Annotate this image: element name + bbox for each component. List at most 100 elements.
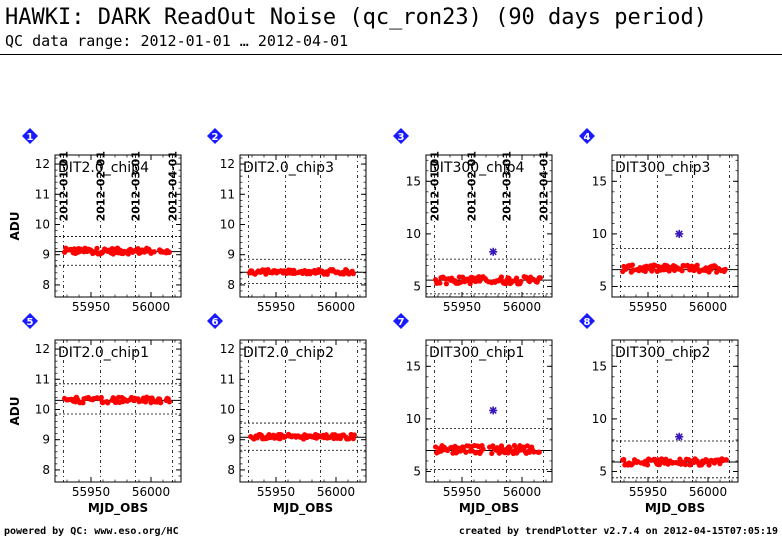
data-point — [514, 275, 520, 281]
plot-frame — [54, 339, 182, 483]
date-axis-label: 2012-02-01 — [466, 151, 479, 221]
x-tick-label: 56000 — [317, 485, 355, 499]
x-tick-label: 56000 — [503, 300, 541, 314]
plot-frame — [239, 339, 367, 483]
y-tick-label: 15 — [406, 174, 421, 188]
y-tick-label: 11 — [35, 187, 50, 201]
panel-badge-icon: 5 — [22, 313, 38, 329]
data-point — [706, 462, 712, 468]
y-tick-label: 5 — [413, 464, 421, 478]
x-tick-label: 56000 — [132, 485, 170, 499]
data-point — [324, 271, 330, 277]
data-point — [717, 461, 723, 467]
y-tick-label: 5 — [599, 464, 607, 478]
page-subtitle: QC data range: 2012-01-01 … 2012-04-01 — [5, 32, 349, 50]
x-tick-label: 55950 — [629, 300, 667, 314]
x-tick-label: 55950 — [72, 485, 110, 499]
y-tick-label: 5 — [599, 279, 607, 293]
data-point — [536, 449, 542, 455]
data-point — [498, 274, 505, 280]
y-tick-label: 11 — [220, 372, 235, 386]
panel-badge-number: 1 — [27, 132, 34, 143]
panel-badge-icon: 2 — [207, 128, 223, 144]
y-tick-label: 10 — [406, 412, 421, 426]
y-tick-label: 10 — [406, 227, 421, 241]
date-axis-label: 2012-03-01 — [500, 151, 513, 221]
panel-badge-icon: 8 — [579, 313, 595, 329]
data-point — [350, 271, 356, 277]
data-point — [94, 245, 100, 251]
panel-label: DIT2.0_chip4 — [58, 160, 149, 176]
outlier-point — [675, 432, 684, 441]
data-point — [644, 462, 651, 468]
panel-badge-number: 2 — [212, 132, 219, 143]
data-point — [463, 449, 469, 455]
panel-label: DIT300_chip4 — [429, 160, 525, 176]
x-tick-label: 56000 — [503, 485, 541, 499]
data-point — [694, 262, 700, 268]
panel-badge-number: 6 — [212, 317, 219, 328]
date-axis-label: 2012-03-01 — [129, 151, 142, 221]
x-tick-label: 56000 — [317, 300, 355, 314]
data-point — [498, 443, 505, 449]
footer-created-by: created by trendPlotter v2.7.4 on 2012-0… — [458, 526, 778, 537]
date-axis-label: 2012-04-01 — [538, 151, 551, 221]
date-axis-label: 2012-01-01 — [57, 151, 70, 221]
y-tick-label: 9 — [42, 248, 50, 262]
y-tick-label: 12 — [220, 157, 235, 171]
x-tick-label: 55950 — [257, 300, 295, 314]
panel-7: 5 10 15 55950 56000 DIT300_chip1 7 MJD_OBS — [393, 313, 553, 516]
y-tick-label: 8 — [42, 463, 50, 477]
data-point — [723, 457, 729, 463]
y-tick-label: 5 — [413, 279, 421, 293]
plot-frame — [425, 339, 553, 483]
x-tick-label: 55950 — [629, 485, 667, 499]
panel-6: 8 9 10 11 12 55950 56000 DIT2.0_chip2 6 MJD_OBS — [207, 313, 367, 516]
y-tick-label: 9 — [42, 433, 50, 447]
x-tick-label: 55950 — [443, 485, 481, 499]
plot-frame — [611, 339, 739, 483]
data-point — [531, 449, 537, 455]
y-tick-label: 10 — [35, 217, 50, 231]
panel-label: DIT300_chip2 — [615, 345, 710, 361]
panel-label: DIT2.0_chip2 — [243, 345, 334, 361]
panel-badge-icon: 6 — [207, 313, 223, 329]
data-point — [629, 262, 636, 268]
x-axis-label: MJD_OBS — [88, 501, 148, 516]
header-divider — [0, 54, 782, 55]
panel-5: 8 9 10 11 12 55950 56000 DIT2.0_chip1 5 ADU MJD_OB… — [8, 313, 182, 516]
data-point — [351, 432, 357, 438]
x-axis-label: MJD_OBS — [645, 501, 705, 516]
data-point — [621, 456, 627, 463]
panel-8: 5 10 15 55950 56000 DIT300_chip2 8 MJD_OBS — [579, 313, 739, 516]
data-point — [679, 268, 685, 274]
panel-badge-number: 3 — [398, 132, 405, 143]
data-point — [98, 394, 104, 401]
outlier-point — [675, 229, 684, 238]
x-axis-label: MJD_OBS — [459, 501, 519, 516]
panel-badge-icon: 1 — [22, 128, 38, 144]
panel-badge-icon: 7 — [393, 313, 409, 329]
date-axis-label: 2012-04-01 — [167, 151, 180, 221]
y-tick-label: 8 — [42, 278, 50, 292]
data-point — [489, 450, 495, 457]
panel-label: DIT2.0_chip3 — [243, 160, 334, 176]
plot-frame — [239, 154, 367, 298]
y-tick-label: 9 — [227, 433, 235, 447]
data-point — [443, 281, 449, 287]
panel-label: DIT300_chip1 — [429, 345, 524, 361]
data-point — [722, 266, 728, 273]
plot-frame — [425, 154, 553, 298]
data-point — [518, 278, 524, 284]
y-tick-label: 11 — [220, 187, 235, 201]
panel-label: DIT300_chip3 — [615, 160, 710, 176]
panel-badge-number: 8 — [584, 317, 591, 328]
y-tick-label: 15 — [592, 359, 607, 373]
y-tick-label: 10 — [592, 412, 607, 426]
plot-frame — [54, 154, 182, 298]
y-tick-label: 9 — [227, 248, 235, 262]
y-tick-label: 8 — [227, 463, 235, 477]
panel-4: 5 10 15 55950 56000 DIT300_chip3 4 — [579, 128, 739, 314]
panel-badge-number: 7 — [398, 317, 405, 328]
